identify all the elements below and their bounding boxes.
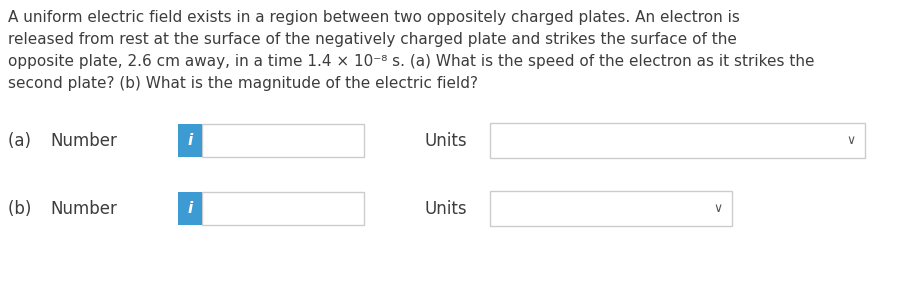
- Bar: [202, 192, 364, 225]
- Text: Number: Number: [50, 200, 117, 217]
- Bar: [202, 124, 364, 157]
- Text: (b): (b): [8, 200, 47, 217]
- Text: second plate? (b) What is the magnitude of the electric field?: second plate? (b) What is the magnitude …: [8, 76, 478, 91]
- Text: released from rest at the surface of the negatively charged plate and strikes th: released from rest at the surface of the…: [8, 32, 737, 47]
- Text: ∨: ∨: [714, 202, 723, 215]
- Text: (a): (a): [8, 132, 47, 149]
- Text: opposite plate, 2.6 cm away, in a time 1.4 × 10⁻⁸ s. (a) What is the speed of th: opposite plate, 2.6 cm away, in a time 1…: [8, 54, 815, 69]
- Text: Units: Units: [425, 132, 468, 149]
- Bar: [178, 192, 202, 225]
- Text: Number: Number: [50, 132, 117, 149]
- Bar: [490, 123, 865, 158]
- Bar: [490, 191, 732, 226]
- Text: i: i: [187, 201, 193, 216]
- Bar: [178, 124, 202, 157]
- Text: ∨: ∨: [846, 134, 856, 147]
- Text: A uniform electric field exists in a region between two oppositely charged plate: A uniform electric field exists in a reg…: [8, 10, 740, 25]
- Text: i: i: [187, 133, 193, 148]
- Text: Units: Units: [425, 200, 468, 217]
